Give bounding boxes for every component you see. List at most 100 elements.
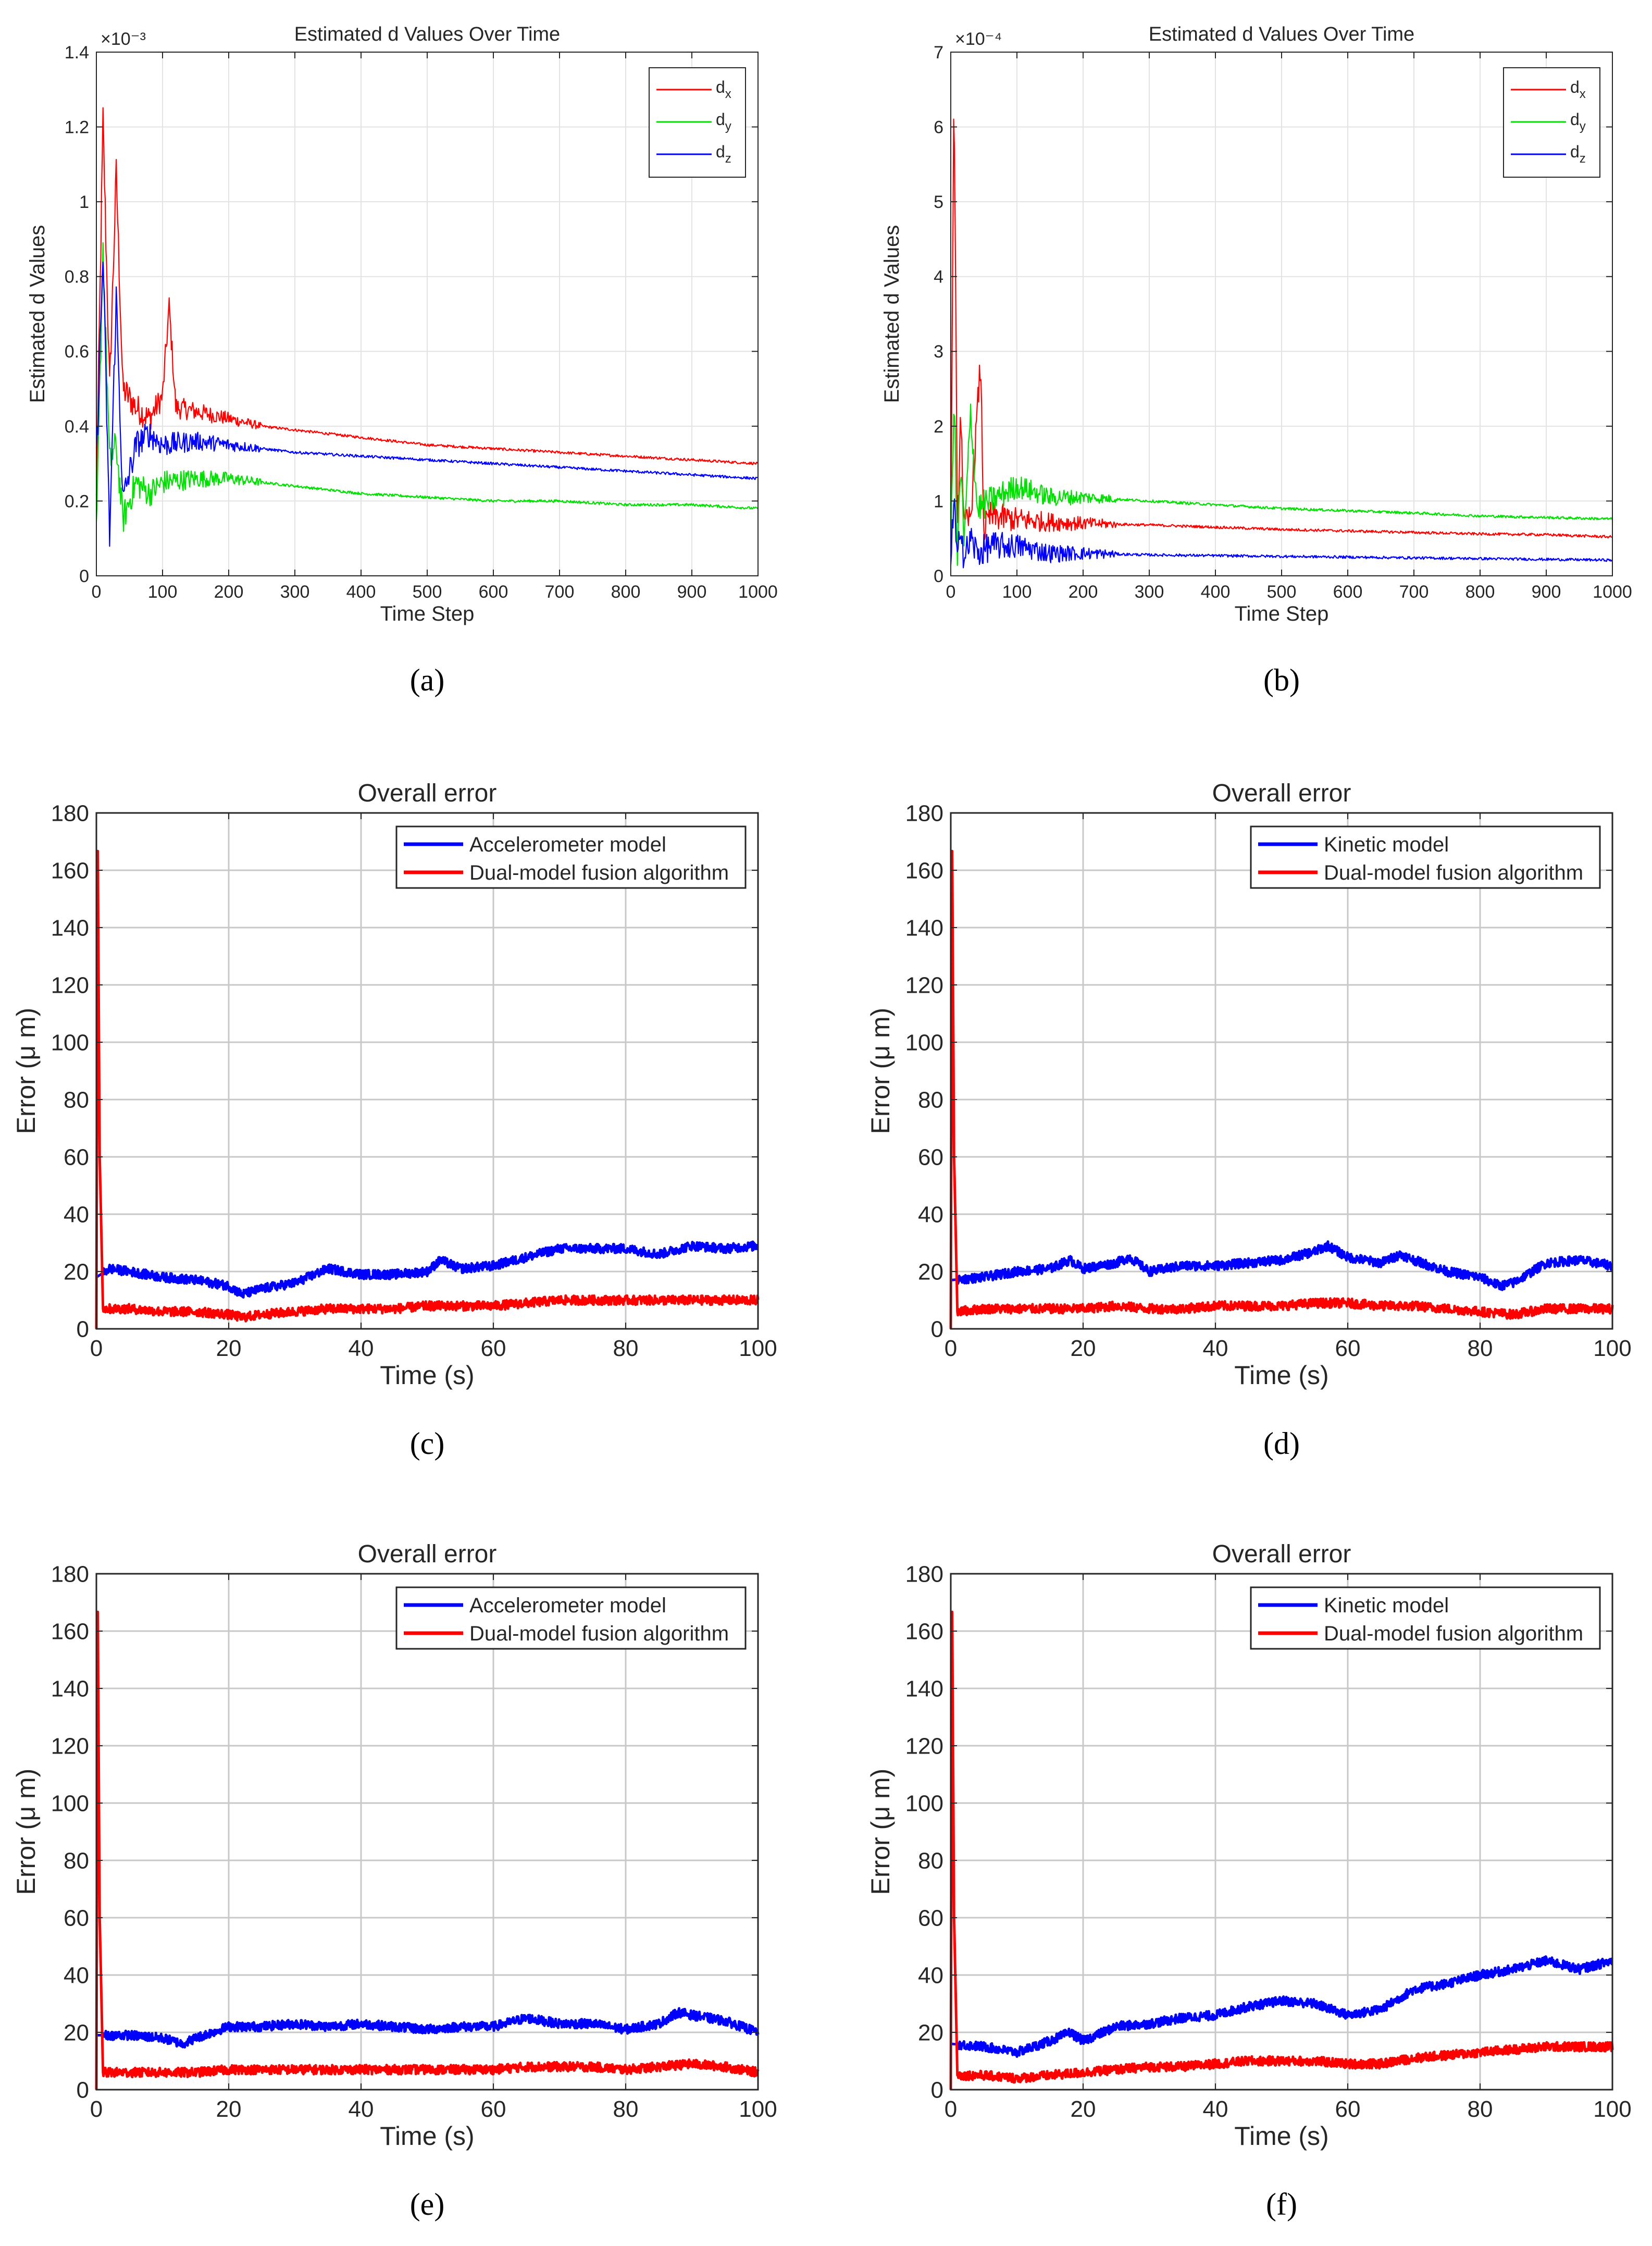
legend: Accelerometer model Dual-model fusion alg… <box>395 825 747 889</box>
legend-label: dz <box>1570 142 1586 166</box>
y-tick-label: 100 <box>51 1030 89 1055</box>
panel-caption: (b) <box>1263 663 1300 697</box>
x-tick-label: 0 <box>90 1336 103 1361</box>
x-tick-label: 100 <box>739 1336 777 1361</box>
y-axis-label: Error (μ m) <box>11 1008 41 1134</box>
y-tick-label: 60 <box>918 1144 943 1170</box>
legend-label: Kinetic model <box>1324 833 1449 856</box>
series-line-1 <box>950 1240 1613 1291</box>
x-axis-label: Time (s) <box>1234 2121 1328 2151</box>
x-tick-label: 60 <box>1335 1336 1361 1361</box>
y-tick-label: 1.2 <box>65 117 89 137</box>
y-tick-label: 1 <box>934 491 943 511</box>
y-axis-label: Error (μ m) <box>866 1008 895 1134</box>
y-tick-label: 6 <box>934 117 943 137</box>
chart-title: Estimated d Values Over Time <box>294 23 560 45</box>
y-tick-label: 0.4 <box>65 417 89 437</box>
y-tick-label: 140 <box>905 915 943 941</box>
x-tick-label: 800 <box>1465 582 1495 602</box>
x-tick-label: 900 <box>677 582 707 602</box>
x-axis-label: Time Step <box>380 602 475 625</box>
plot-area <box>96 1574 758 2090</box>
x-tick-label: 40 <box>349 2096 374 2122</box>
y-tick-label: 100 <box>905 1791 943 1816</box>
x-tick-label: 60 <box>481 1336 506 1361</box>
x-tick-label: 60 <box>1335 2096 1361 2122</box>
plot-frame <box>950 1573 1613 2091</box>
x-tick-label: 1000 <box>738 582 778 602</box>
panel-caption: (d) <box>1263 1426 1300 1461</box>
y-tick-label: 0.8 <box>65 267 89 287</box>
y-tick-label: 100 <box>51 1791 89 1816</box>
series-line-2 <box>949 849 1614 1329</box>
x-tick-label: 900 <box>1532 582 1561 602</box>
x-tick-label: 40 <box>349 1336 374 1361</box>
x-tick-label: 700 <box>545 582 575 602</box>
x-tick-label: 0 <box>945 2096 957 2122</box>
x-tick-label: 80 <box>1468 1336 1493 1361</box>
y-tick-label: 180 <box>51 1561 89 1587</box>
chart-panel-f: 0 20 40 60 80 100 0 20 40 60 80 100 120 140 160 180 Over… <box>866 1540 1632 2222</box>
series-line-1 <box>95 2007 760 2048</box>
legend-label: dx <box>1570 78 1586 101</box>
legend: dx dy dz <box>649 67 746 178</box>
legend-label: Dual-model fusion algorithm <box>1324 861 1583 884</box>
x-axis-label: Time (s) <box>1234 1361 1328 1390</box>
x-tick-label: 200 <box>214 582 244 602</box>
chart-panel-e: 0 20 40 60 80 100 0 20 40 60 80 100 120 140 160 180 Over… <box>11 1540 777 2222</box>
chart-title: Overall error <box>358 780 497 807</box>
legend-box <box>395 825 747 889</box>
x-tick-label: 200 <box>1069 582 1098 602</box>
panel-caption: (a) <box>410 663 445 697</box>
x-tick-label: 80 <box>1468 2096 1493 2122</box>
y-tick-label: 180 <box>51 800 89 826</box>
plot-area <box>951 1574 1612 2090</box>
y-tick-label: 60 <box>64 1905 89 1931</box>
y-tick-label: 80 <box>64 1087 89 1113</box>
chart-panel-a: 0 100 200 300 400 500 600 700 800 900 1000 0 0.2 0.4 0… <box>26 23 778 697</box>
y-tick-label: 160 <box>905 858 943 883</box>
legend-label: Accelerometer model <box>469 1594 666 1617</box>
panel-caption: (e) <box>410 2187 445 2222</box>
y-tick-label: 160 <box>905 1619 943 1644</box>
y-tick-label: 2 <box>934 417 943 437</box>
y-tick-label: 20 <box>64 2020 89 2045</box>
y-tick-label: 80 <box>918 1087 943 1113</box>
axis-exponent: ×10⁻⁴ <box>955 29 1002 49</box>
x-tick-label: 80 <box>613 1336 639 1361</box>
series-line-1 <box>950 118 1613 557</box>
plot-area <box>96 813 758 1329</box>
y-tick-label: 20 <box>64 1259 89 1285</box>
x-tick-label: 400 <box>1201 582 1231 602</box>
legend: Kinetic model Dual-model fusion algorithm <box>1250 825 1601 889</box>
y-tick-label: 0 <box>931 1316 943 1342</box>
plot-frame <box>950 812 1613 1330</box>
chart-panel-b: 0 100 200 300 400 500 600 700 800 900 1000 0 1 2 3 4 5 6 7… <box>880 23 1632 697</box>
y-tick-label: 20 <box>918 2020 943 2045</box>
x-tick-label: 100 <box>1593 2096 1631 2122</box>
x-tick-label: 20 <box>1071 1336 1096 1361</box>
legend-label: dy <box>716 110 731 133</box>
series-line-3 <box>950 498 1613 569</box>
legend-box <box>1250 1586 1601 1650</box>
x-tick-label: 600 <box>479 582 508 602</box>
y-tick-label: 120 <box>51 972 89 998</box>
legend-box <box>395 1586 747 1650</box>
x-tick-label: 300 <box>1135 582 1164 602</box>
x-tick-label: 500 <box>1267 582 1297 602</box>
chart-panel-d: 0 20 40 60 80 100 0 20 40 60 80 100 120 140 160 180 Over… <box>866 780 1632 1461</box>
y-tick-label: 140 <box>51 1676 89 1701</box>
legend-label: Accelerometer model <box>469 833 666 856</box>
chart-title: Overall error <box>1212 1540 1351 1568</box>
y-tick-label: 180 <box>905 1561 943 1587</box>
y-tick-label: 80 <box>64 1848 89 1873</box>
series-line-2 <box>95 242 759 532</box>
series-line-2 <box>95 849 760 1329</box>
y-axis-label: Error (μ m) <box>11 1769 41 1895</box>
panel-caption: (c) <box>410 1426 445 1461</box>
legend: Kinetic model Dual-model fusion algorithm <box>1250 1586 1601 1650</box>
x-axis-label: Time (s) <box>380 2121 474 2151</box>
series-line-2 <box>95 1610 760 2090</box>
series-line-2 <box>950 403 1613 566</box>
